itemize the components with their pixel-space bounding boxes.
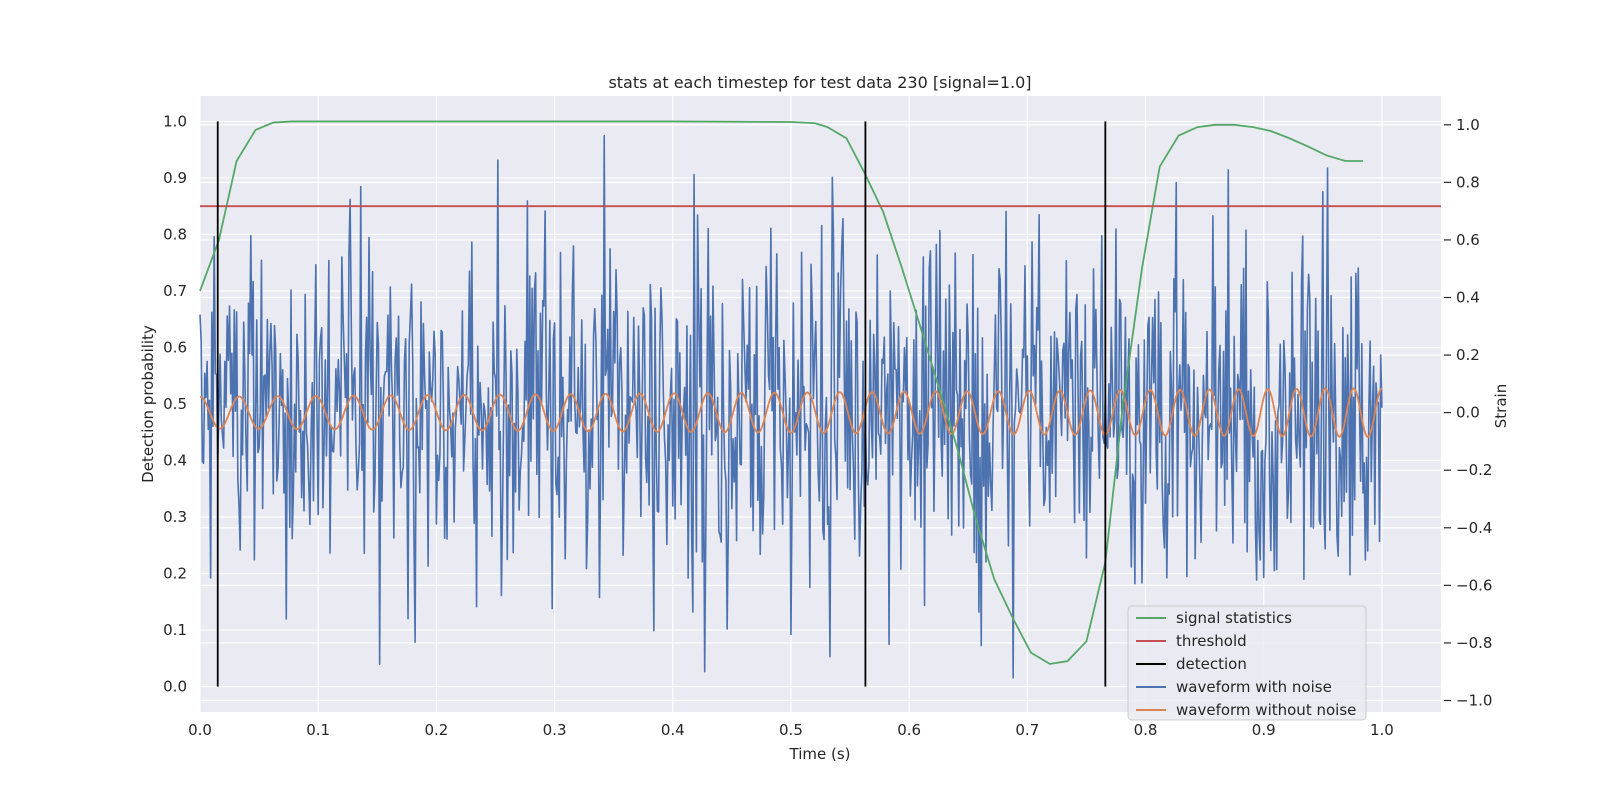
y-tick-label-right: −1.0 [1456, 691, 1492, 709]
y-tick-label-right: −0.6 [1456, 576, 1492, 594]
y-tick-label-left: 0.1 [163, 621, 187, 639]
legend-label: threshold [1176, 632, 1247, 650]
y-tick-label-right: 0.6 [1456, 231, 1480, 249]
chart-title: stats at each timestep for test data 230… [608, 73, 1031, 92]
y-tick-label-right: −0.4 [1456, 519, 1492, 537]
legend-label: signal statistics [1176, 609, 1292, 627]
series-signal-statistics [199, 120, 1363, 665]
x-tick-label: 0.3 [543, 721, 567, 739]
y-axis-label-right: Strain [1492, 384, 1510, 428]
y-tick-label-left: 0.4 [163, 452, 187, 470]
x-tick-label: 0.6 [897, 721, 921, 739]
series-waveform-without-noise [199, 387, 1383, 439]
x-tick-label: 0.4 [661, 721, 685, 739]
y-tick-label-right: 0.8 [1456, 173, 1480, 191]
y-tick-label-left: 0.3 [163, 508, 187, 526]
series-waveform-with-noise [199, 134, 1383, 679]
x-tick-label: 0.9 [1252, 721, 1276, 739]
y-tick-label-right: 1.0 [1456, 116, 1480, 134]
x-tick-label: 0.0 [188, 721, 212, 739]
y-tick-label-right: −0.8 [1456, 634, 1492, 652]
x-axis-label: Time (s) [789, 745, 851, 763]
y-tick-label-right: −0.2 [1456, 461, 1492, 479]
legend-label: waveform without noise [1176, 701, 1356, 719]
x-tick-label: 1.0 [1370, 721, 1394, 739]
y-tick-label-right: 0.0 [1456, 404, 1480, 422]
legend: signal statistics threshold detection wavef… [1127, 605, 1367, 721]
y-tick-label-right: 0.4 [1456, 288, 1480, 306]
y-tick-label-left: 0.2 [163, 565, 187, 583]
x-tick-label: 0.2 [424, 721, 448, 739]
y-tick-label-left: 0.9 [163, 169, 187, 187]
x-tick-label: 0.8 [1134, 721, 1158, 739]
tick-labels: 0.0 0.1 0.2 0.3 0.4 0.5 0.6 0.7 0.8 0.9 1.0 0.0 0.1 0… [163, 112, 1492, 739]
series-layer [199, 120, 1441, 687]
y-tick-label-left: 0.6 [163, 338, 187, 356]
legend-label: detection [1176, 655, 1247, 673]
x-tick-label: 0.1 [306, 721, 330, 739]
y-tick-label-left: 0.5 [163, 395, 187, 413]
y-tick-label-left: 0.8 [163, 225, 187, 243]
y-tick-label-left: 0.0 [163, 678, 187, 696]
y-tick-label-left: 0.7 [163, 282, 187, 300]
x-tick-label: 0.7 [1015, 721, 1039, 739]
y-axis-label-left: Detection probability [139, 325, 157, 483]
y-tick-label-left: 1.0 [163, 112, 187, 130]
legend-box [1127, 605, 1367, 721]
legend-label: waveform with noise [1176, 678, 1332, 696]
y-tick-label-right: 0.2 [1456, 346, 1480, 364]
x-tick-label: 0.5 [779, 721, 803, 739]
